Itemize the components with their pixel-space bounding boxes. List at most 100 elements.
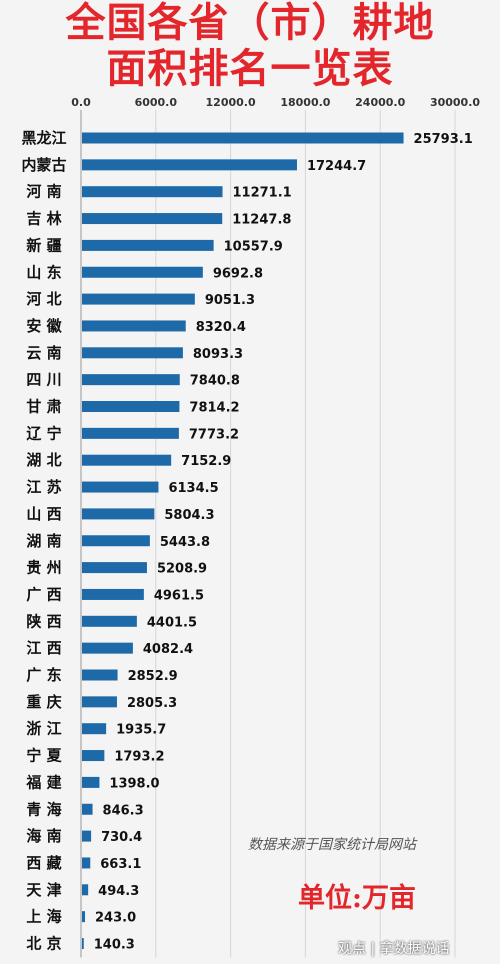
bar	[82, 562, 147, 574]
bar	[82, 347, 183, 359]
category-label: 江 西	[26, 639, 61, 657]
category-label: 陕 西	[26, 612, 61, 630]
value-label: 4961.5	[154, 588, 204, 603]
title-line-2: 面积排名一览表	[106, 46, 394, 92]
category-label: 河 南	[26, 183, 61, 201]
category-label: 山 西	[26, 505, 61, 523]
bar	[82, 615, 137, 627]
bar	[82, 374, 180, 386]
x-tick-label: 24000.0	[355, 96, 405, 109]
x-tick-label: 30000.0	[430, 96, 480, 109]
value-label: 8093.3	[193, 347, 243, 362]
bar	[82, 830, 92, 842]
source-note: 数据来源于国家统计局网站	[248, 837, 416, 853]
value-label: 846.3	[103, 803, 144, 818]
bar	[82, 750, 105, 762]
bar	[82, 132, 404, 144]
category-label: 吉 林	[26, 210, 62, 228]
value-label: 140.3	[94, 938, 135, 953]
bar	[82, 803, 93, 815]
bar	[82, 884, 89, 896]
bar	[82, 266, 203, 278]
value-label: 10557.9	[224, 239, 283, 254]
bar	[82, 911, 86, 923]
category-label: 西 藏	[26, 854, 61, 872]
category-label: 广 西	[26, 585, 61, 603]
value-label: 4401.5	[147, 615, 197, 630]
bar	[82, 642, 133, 654]
bar	[82, 508, 155, 520]
unit-label: 单位:万亩	[298, 883, 416, 914]
bar	[82, 427, 179, 439]
value-label: 2852.9	[128, 669, 178, 684]
category-label: 天 津	[26, 881, 61, 899]
bar	[82, 454, 172, 466]
category-label: 新 疆	[26, 236, 61, 254]
x-tick-label: 6000.0	[135, 96, 178, 109]
bar	[82, 535, 150, 547]
value-label: 7840.8	[190, 374, 240, 389]
value-label: 7773.2	[189, 427, 239, 442]
category-label: 宁 夏	[26, 747, 62, 765]
value-label: 494.3	[98, 884, 139, 899]
bar	[82, 723, 107, 735]
category-label: 北 京	[26, 935, 61, 953]
bar-chart: 0.0 6000.0 12000.0 18000.0 24000.0 30000.0 黑龙江…	[21, 96, 480, 958]
x-tick-label: 18000.0	[280, 96, 330, 109]
category-label: 四 川	[26, 371, 61, 389]
category-label: 广 东	[26, 666, 61, 684]
value-label: 663.1	[100, 857, 141, 872]
category-label: 浙 江	[26, 720, 61, 738]
value-label: 17244.7	[307, 159, 366, 174]
category-label: 贵 州	[26, 559, 61, 577]
bar	[82, 481, 159, 493]
value-label: 11271.1	[233, 186, 292, 201]
category-label: 黑龙江	[21, 129, 66, 147]
value-label: 9051.3	[205, 293, 255, 308]
value-label: 2805.3	[127, 696, 177, 711]
category-label: 湖 北	[26, 451, 61, 469]
value-label: 243.0	[95, 911, 136, 926]
category-label: 山 东	[26, 263, 61, 281]
value-label: 6134.5	[168, 481, 218, 496]
value-label: 1793.2	[114, 750, 164, 765]
value-label: 1398.0	[109, 776, 159, 791]
value-label: 9692.8	[213, 266, 263, 281]
bar	[82, 669, 118, 681]
category-label: 河 北	[26, 290, 61, 308]
category-label: 江 苏	[26, 478, 61, 496]
value-label: 5443.8	[160, 535, 210, 550]
value-label: 11247.8	[232, 213, 291, 228]
bar	[82, 588, 144, 600]
x-tick-label: 0.0	[71, 96, 91, 109]
category-label: 海 南	[26, 827, 61, 845]
value-label: 730.4	[101, 830, 142, 845]
category-label: 福 建	[25, 773, 62, 791]
value-label: 5208.9	[157, 562, 207, 577]
bar	[82, 938, 84, 949]
value-label: 7152.9	[181, 454, 231, 469]
value-label: 7814.2	[189, 401, 239, 416]
bar	[82, 186, 223, 198]
bar	[82, 320, 186, 332]
value-label: 25793.1	[414, 132, 473, 147]
bar	[82, 776, 100, 788]
x-tick-label: 12000.0	[206, 96, 256, 109]
category-label: 甘 肃	[26, 398, 61, 416]
category-label: 上 海	[26, 908, 61, 926]
bar	[82, 213, 223, 225]
bar	[82, 293, 195, 305]
title-line-1: 全国各省（市）耕地	[65, 0, 435, 46]
value-label: 8320.4	[196, 320, 246, 335]
chart-title: 全国各省（市）耕地 面积排名一览表	[0, 0, 500, 96]
value-label: 1935.7	[116, 723, 166, 738]
value-label: 5804.3	[164, 508, 214, 523]
category-label: 安 徽	[26, 317, 62, 335]
bar	[82, 696, 117, 708]
bar	[82, 401, 180, 412]
category-label: 辽 宁	[26, 424, 61, 442]
bar	[82, 159, 297, 171]
category-label: 重 庆	[26, 693, 61, 711]
watermark: 观点 | 拿数据说话	[338, 941, 450, 957]
category-label: 云 南	[26, 344, 61, 362]
